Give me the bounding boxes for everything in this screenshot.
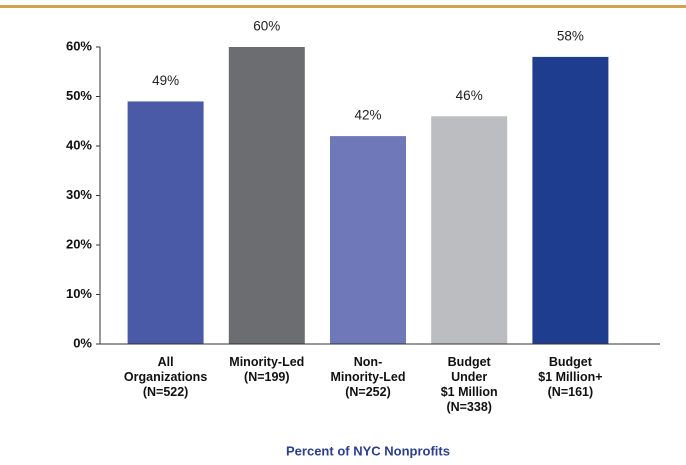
x-tick-label-line: All <box>158 355 174 369</box>
value-label: 46% <box>456 88 483 103</box>
bar <box>431 116 508 344</box>
bar <box>228 47 305 344</box>
value-label: 60% <box>253 19 280 34</box>
bar <box>532 56 609 345</box>
y-tick-label: 30% <box>66 187 92 202</box>
x-tick-label-line: (N=252) <box>345 385 391 399</box>
y-tick-label: 40% <box>66 137 92 152</box>
x-axis-label: Percent of NYC Nonprofits <box>286 443 450 458</box>
x-tick-label-line: (N=338) <box>446 400 492 414</box>
x-tick-label-line: $1 Million+ <box>538 370 602 384</box>
y-tick-label: 0% <box>73 335 92 350</box>
x-tick-label-line: $1 Million <box>441 385 498 399</box>
top-rule <box>0 5 686 8</box>
y-tick-label: 60% <box>66 38 92 53</box>
x-tick-label-line: Budget <box>448 355 492 369</box>
x-tick-label-line: Budget <box>549 355 593 369</box>
x-tick-label-line: Non- <box>354 355 382 369</box>
x-tick-label-line: Under <box>451 370 487 384</box>
value-label: 49% <box>152 73 179 88</box>
bar <box>330 136 406 344</box>
x-tick-label-line: Minority-Led <box>331 370 406 384</box>
value-label: 42% <box>354 108 381 123</box>
x-tick-label: Budget Under $1 Million (N=338) <box>441 355 498 414</box>
bar <box>127 101 204 344</box>
value-label: 58% <box>557 28 584 43</box>
y-tick-label: 50% <box>66 88 92 103</box>
x-tick-label: Minority-Led (N=199) <box>229 355 304 384</box>
x-tick-label: All Organizations (N=522) <box>124 355 207 399</box>
x-tick-label: Budget $1 Million+ (N=161) <box>538 355 602 399</box>
x-tick-label-line: Minority-Led <box>229 355 304 369</box>
x-tick-label-line: (N=522) <box>143 385 189 399</box>
x-tick-label: Non-Minority-Led (N=252) <box>331 355 406 399</box>
y-tick-label: 20% <box>66 236 92 251</box>
y-tick-label: 10% <box>66 286 92 301</box>
x-tick-label-line: Organizations <box>124 370 207 384</box>
x-tick-label-line: (N=161) <box>548 385 594 399</box>
x-tick-label-line: (N=199) <box>244 370 290 384</box>
